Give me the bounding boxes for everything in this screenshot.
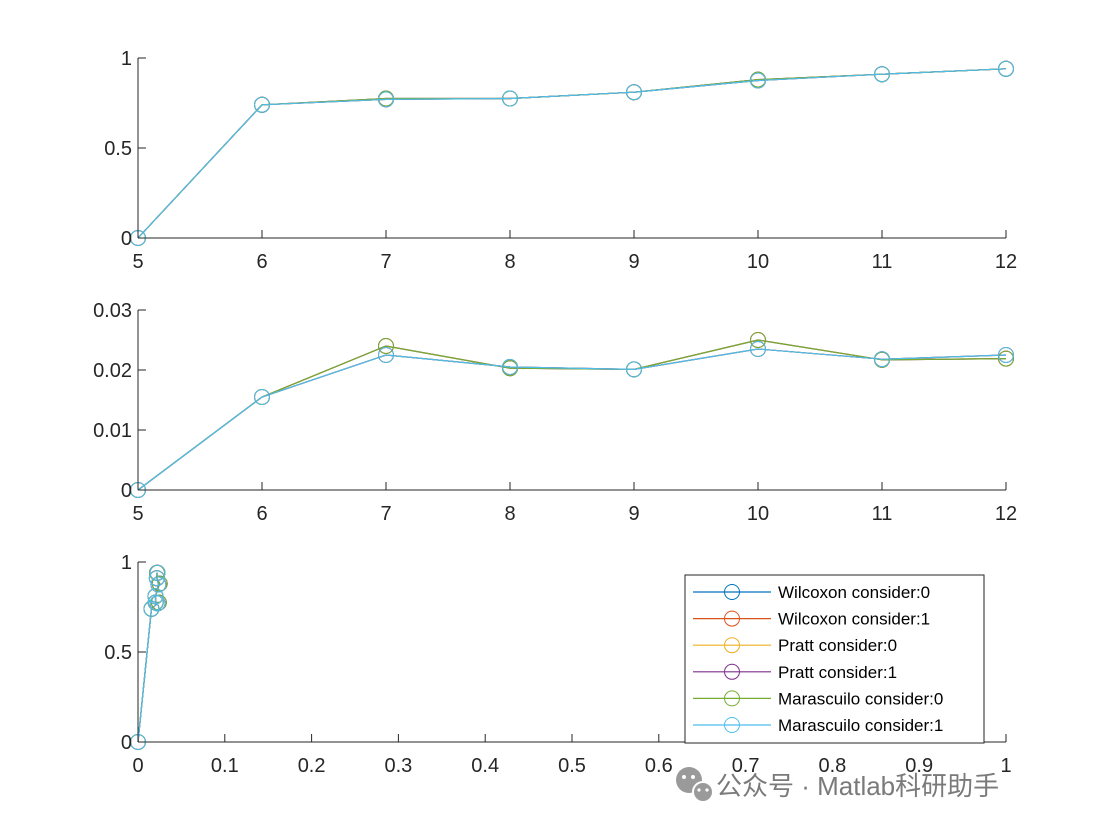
series-marker [998, 347, 1014, 363]
series-marker [502, 359, 518, 375]
x-tick-label: 6 [256, 251, 267, 273]
x-tick-label: 0.9 [905, 755, 933, 777]
legend-items: Wilcoxon consider:0 Wilcoxon consider:1 Pr… [693, 583, 943, 735]
series-marker [378, 338, 394, 354]
x-tick-label: 0.4 [471, 755, 499, 777]
subplot-3: 0 0.1 0.2 0.3 0.4 0.5 0.6 0.7 0.8 0.9 1 0 0.5 1 [104, 552, 1011, 777]
x-tick-label: 1 [1000, 755, 1011, 777]
series-marker [147, 588, 164, 605]
x-tick-label: 12 [995, 503, 1017, 525]
legend: Wilcoxon consider:0 Wilcoxon consider:1 Pr… [684, 574, 985, 744]
y-tick-label: 1 [121, 48, 132, 70]
series-marker [750, 332, 766, 348]
subplot-1-markers [130, 60, 1014, 246]
y-tick-label: 0.02 [93, 360, 132, 382]
x-tick-label: 12 [995, 251, 1017, 273]
subplot-2-axes [137, 309, 1007, 491]
y-tick-label: 1 [121, 552, 132, 574]
x-tick-label: 0.2 [298, 755, 326, 777]
series-marker [147, 594, 164, 611]
legend-box [684, 574, 985, 744]
x-tick-label: 0.3 [384, 755, 412, 777]
legend-label: Pratt consider:0 [778, 636, 897, 655]
subplot-2-tick-labels: 5 6 7 8 9 10 11 12 0 0.01 0.02 0.03 [93, 300, 1017, 525]
series-marker [626, 361, 642, 378]
subplot-1-tick-labels: 5 6 7 8 9 10 11 12 0 0.5 1 [104, 48, 1017, 273]
legend-label: Wilcoxon consider:1 [778, 610, 930, 629]
x-tick-label: 0.1 [211, 755, 239, 777]
legend-marker [724, 610, 740, 627]
legend-marker [724, 637, 740, 654]
y-tick-label: 0 [121, 732, 132, 754]
subplot-1: 5 6 7 8 9 10 11 12 0 0.5 1 [104, 48, 1017, 273]
x-tick-label: 8 [504, 503, 515, 525]
wechat-icon [676, 767, 714, 803]
legend-label: Wilcoxon consider:0 [778, 583, 930, 602]
x-tick-label: 9 [628, 251, 639, 273]
watermark: 公众号 · Matlab科研助手 [676, 767, 999, 803]
series-marker [998, 350, 1014, 367]
legend-label: Pratt consider:1 [778, 663, 897, 682]
x-tick-label: 8 [504, 251, 515, 273]
x-tick-label: 0.6 [645, 755, 673, 777]
series-marker [254, 96, 270, 113]
series-marker [378, 347, 394, 363]
series-marker [150, 576, 167, 593]
x-tick-label: 0.7 [732, 755, 760, 777]
legend-marker [724, 663, 740, 680]
legend-label: Marascuilo consider:1 [778, 716, 943, 735]
y-tick-label: 0.03 [93, 300, 132, 322]
series-line-5 [137, 348, 1007, 491]
subplot-1-lines [137, 68, 1007, 239]
x-tick-label: 10 [747, 251, 769, 273]
series-marker [750, 72, 766, 89]
series-marker [149, 564, 166, 581]
y-tick-label: 0.5 [104, 642, 132, 664]
x-tick-label: 11 [872, 251, 893, 273]
subplot-2-lines [137, 339, 1007, 491]
legend-marker [724, 717, 740, 733]
x-tick-label: 0 [132, 755, 143, 777]
x-tick-label: 5 [132, 503, 143, 525]
series-marker [874, 351, 890, 368]
series-marker [149, 595, 166, 612]
x-tick-label: 0.8 [818, 755, 846, 777]
x-tick-label: 6 [256, 503, 267, 525]
subplot-3-tick-labels: 0 0.1 0.2 0.3 0.4 0.5 0.6 0.7 0.8 0.9 1 0 0.5 1 [104, 552, 1011, 777]
legend-marker [724, 584, 740, 600]
series-line-5 [137, 572, 160, 743]
series-marker [874, 66, 890, 83]
series-marker [254, 389, 270, 405]
legend-label: Marascuilo consider:0 [778, 689, 943, 708]
series-marker [148, 570, 165, 587]
x-tick-label: 0.5 [558, 755, 586, 777]
y-tick-label: 0.5 [104, 138, 132, 160]
x-tick-label: 11 [872, 503, 893, 525]
subplot-1-axes [137, 57, 1007, 239]
series-marker [750, 341, 766, 357]
subplot-3-lines [137, 572, 161, 743]
series-marker [378, 91, 394, 108]
x-tick-label: 7 [380, 251, 391, 273]
x-tick-label: 7 [380, 503, 391, 525]
watermark-text: 公众号 · Matlab科研助手 [716, 771, 999, 801]
subplot-2: 5 6 7 8 9 10 11 12 0 0.01 0.02 0.03 [93, 300, 1017, 525]
x-tick-label: 10 [747, 503, 769, 525]
x-tick-label: 9 [628, 503, 639, 525]
y-tick-label: 0.01 [93, 420, 132, 442]
legend-marker [724, 690, 740, 707]
y-tick-label: 0 [121, 480, 132, 502]
series-marker [502, 90, 518, 107]
series-line-5 [137, 68, 1007, 239]
y-tick-label: 0 [121, 228, 132, 250]
x-tick-label: 5 [132, 251, 143, 273]
series-marker [998, 60, 1014, 77]
series-marker [626, 84, 642, 101]
